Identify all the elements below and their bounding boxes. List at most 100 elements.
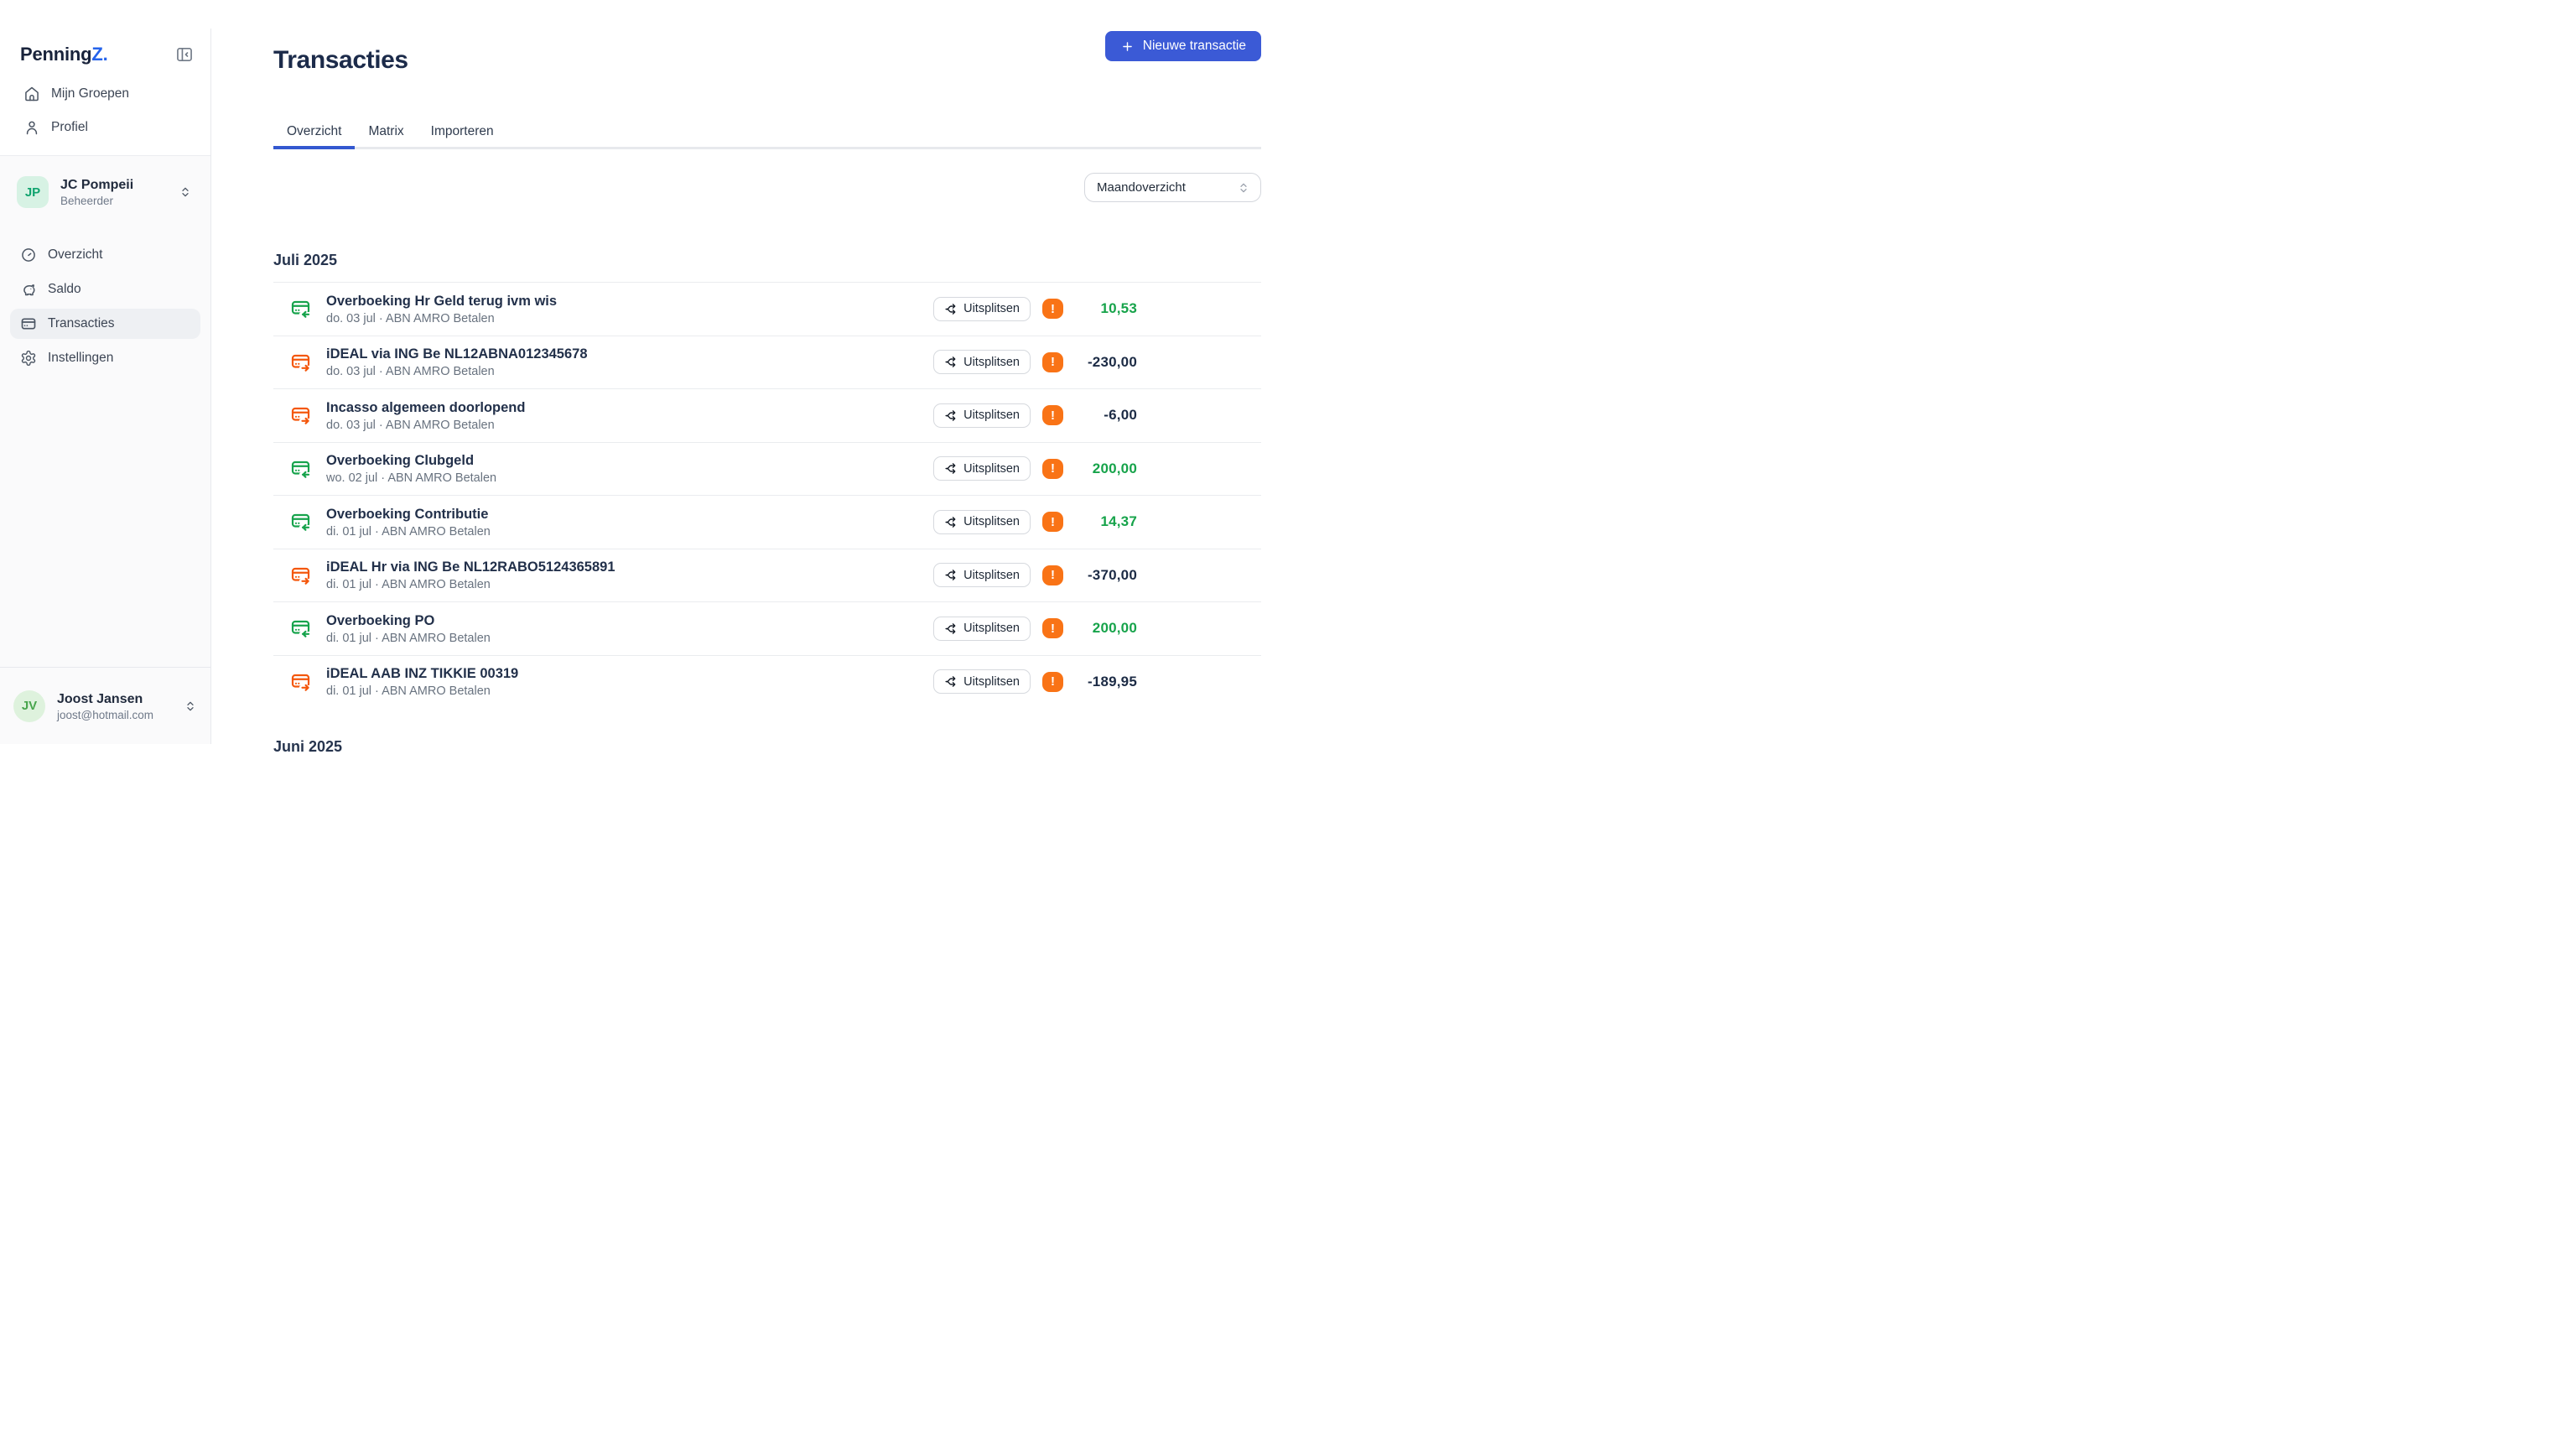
tab-overzicht[interactable]: Overzicht: [273, 116, 356, 150]
warning-badge[interactable]: !: [1042, 512, 1063, 533]
split-icon: [944, 675, 957, 688]
split-icon: [944, 356, 957, 368]
table-row[interactable]: iDEAL via ING Be NL12ABNA012345678 do. 0…: [273, 335, 1261, 389]
outgoing-transaction-icon: [291, 405, 311, 425]
table-row[interactable]: iDEAL Hr via ING Be NL12RABO5124365891 d…: [273, 548, 1261, 602]
split-icon: [944, 409, 957, 422]
transaction-subtitle: do. 03 jul · ABN AMRO Betalen: [326, 418, 495, 432]
split-label: Uitsplitsen: [963, 355, 1020, 369]
table-row[interactable]: Overboeking Contributie di. 01 jul · ABN…: [273, 495, 1261, 549]
split-button[interactable]: Uitsplitsen: [933, 616, 1031, 641]
transaction-title: Overboeking Clubgeld: [326, 453, 475, 469]
transaction-amount: 14,37: [1100, 513, 1137, 530]
transaction-subtitle: di. 01 jul · ABN AMRO Betalen: [326, 684, 491, 699]
transaction-amount: -189,95: [1087, 673, 1137, 689]
user-icon: [23, 119, 40, 136]
sidebar-item-label: Transacties: [48, 316, 115, 330]
split-label: Uitsplitsen: [963, 674, 1020, 689]
warning-badge[interactable]: !: [1042, 671, 1063, 692]
transaction-amount: 200,00: [1092, 620, 1137, 637]
warning-badge[interactable]: !: [1042, 458, 1063, 479]
gear-icon: [20, 350, 37, 367]
new-transaction-label: Nieuwe transactie: [1142, 39, 1246, 53]
logo-accent-text: Z.: [91, 44, 108, 65]
sidebar-item-mijn-groepen[interactable]: Mijn Groepen: [13, 77, 197, 111]
period-select-value: Maandoverzicht: [1097, 180, 1186, 195]
table-row[interactable]: Overboeking PO di. 01 jul · ABN AMRO Bet…: [273, 601, 1261, 655]
split-button[interactable]: Uitsplitsen: [933, 296, 1031, 321]
split-label: Uitsplitsen: [963, 515, 1020, 529]
transaction-title: iDEAL via ING Be NL12ABNA012345678: [326, 346, 588, 362]
logo-text: Penning: [20, 44, 92, 65]
table-row[interactable]: Overboeking Clubgeld wo. 02 jul · ABN AM…: [273, 441, 1261, 496]
transaction-amount: 10,53: [1100, 300, 1137, 317]
split-button[interactable]: Uitsplitsen: [933, 456, 1031, 481]
group-avatar: JP: [17, 176, 49, 208]
user-email: joost@hotmail.com: [57, 708, 153, 721]
split-label: Uitsplitsen: [963, 302, 1020, 316]
sidebar-item-label: Profiel: [51, 120, 88, 134]
split-label: Uitsplitsen: [963, 461, 1020, 476]
warning-badge[interactable]: !: [1042, 351, 1063, 372]
user-name: Joost Jansen: [57, 691, 143, 706]
sidebar-item-label: Mijn Groepen: [51, 86, 130, 101]
table-row[interactable]: Incasso algemeen doorlopend do. 03 jul ·…: [273, 388, 1261, 442]
split-button[interactable]: Uitsplitsen: [933, 669, 1031, 695]
outgoing-transaction-icon: [291, 352, 311, 372]
sidebar-item-label: Instellingen: [48, 351, 114, 365]
tab-importeren[interactable]: Importeren: [430, 124, 494, 139]
plus-icon: [1120, 39, 1135, 54]
transaction-amount: -370,00: [1087, 566, 1137, 583]
sidebar-item-profiel[interactable]: Profiel: [13, 111, 197, 144]
incoming-transaction-icon: [291, 618, 311, 638]
split-button[interactable]: Uitsplitsen: [933, 350, 1031, 375]
transaction-list: Overboeking Hr Geld terug ivm wis do. 03…: [273, 282, 1261, 708]
user-menu[interactable]: JV Joost Jansen joost@hotmail.com: [0, 667, 210, 744]
sidebar-item-label: Saldo: [48, 282, 81, 296]
split-button[interactable]: Uitsplitsen: [933, 509, 1031, 534]
chevrons-up-down-icon: [1237, 181, 1250, 195]
group-role: Beheerder: [60, 195, 114, 207]
outgoing-transaction-icon: [291, 565, 311, 585]
transaction-subtitle: do. 03 jul · ABN AMRO Betalen: [326, 311, 495, 325]
transaction-amount: -230,00: [1087, 353, 1137, 370]
transaction-subtitle: di. 01 jul · ABN AMRO Betalen: [326, 631, 491, 645]
sidebar-top-nav: Mijn Groepen Profiel: [13, 77, 197, 144]
page-title: Transacties: [273, 46, 408, 75]
new-transaction-button[interactable]: Nieuwe transactie: [1104, 31, 1261, 61]
panel-collapse-icon: [175, 45, 194, 64]
collapse-sidebar-button[interactable]: [174, 44, 195, 65]
split-button[interactable]: Uitsplitsen: [933, 563, 1031, 588]
tab-bar: Overzicht Matrix Importeren: [273, 116, 1261, 150]
sidebar-item-saldo[interactable]: Saldo: [10, 274, 200, 304]
transaction-subtitle: wo. 02 jul · ABN AMRO Betalen: [326, 471, 497, 486]
group-name: JC Pompeii: [60, 178, 134, 192]
chevrons-up-down-icon: [179, 185, 192, 199]
period-select[interactable]: Maandoverzicht: [1084, 173, 1261, 203]
split-icon: [944, 303, 957, 315]
split-label: Uitsplitsen: [963, 622, 1020, 636]
tab-matrix[interactable]: Matrix: [368, 124, 404, 139]
split-label: Uitsplitsen: [963, 568, 1020, 582]
split-label: Uitsplitsen: [963, 408, 1020, 423]
sidebar-item-instellingen[interactable]: Instellingen: [10, 343, 200, 373]
split-button[interactable]: Uitsplitsen: [933, 403, 1031, 428]
transaction-title: iDEAL AAB INZ TIKKIE 00319: [326, 666, 519, 682]
app-logo: PenningZ.: [20, 44, 108, 65]
transaction-amount: 200,00: [1092, 460, 1137, 476]
gauge-icon: [20, 247, 37, 263]
sidebar-header: PenningZ. Mijn Groepen Profiel: [0, 29, 210, 156]
warning-badge[interactable]: !: [1042, 405, 1063, 426]
transaction-title: iDEAL Hr via ING Be NL12RABO5124365891: [326, 559, 615, 575]
transaction-title: Overboeking Contributie: [326, 506, 489, 522]
warning-badge[interactable]: !: [1042, 299, 1063, 320]
transaction-title: Overboeking Hr Geld terug ivm wis: [326, 293, 558, 309]
table-row[interactable]: iDEAL AAB INZ TIKKIE 00319 di. 01 jul · …: [273, 654, 1261, 709]
warning-badge[interactable]: !: [1042, 618, 1063, 639]
group-selector[interactable]: JP JC Pompeii Beheerder: [13, 176, 197, 208]
table-row[interactable]: Overboeking Hr Geld terug ivm wis do. 03…: [273, 282, 1261, 336]
sidebar-item-transacties[interactable]: Transacties: [10, 309, 200, 339]
sidebar-item-overzicht[interactable]: Overzicht: [10, 240, 200, 270]
transaction-amount: -6,00: [1104, 407, 1137, 424]
warning-badge[interactable]: !: [1042, 565, 1063, 585]
